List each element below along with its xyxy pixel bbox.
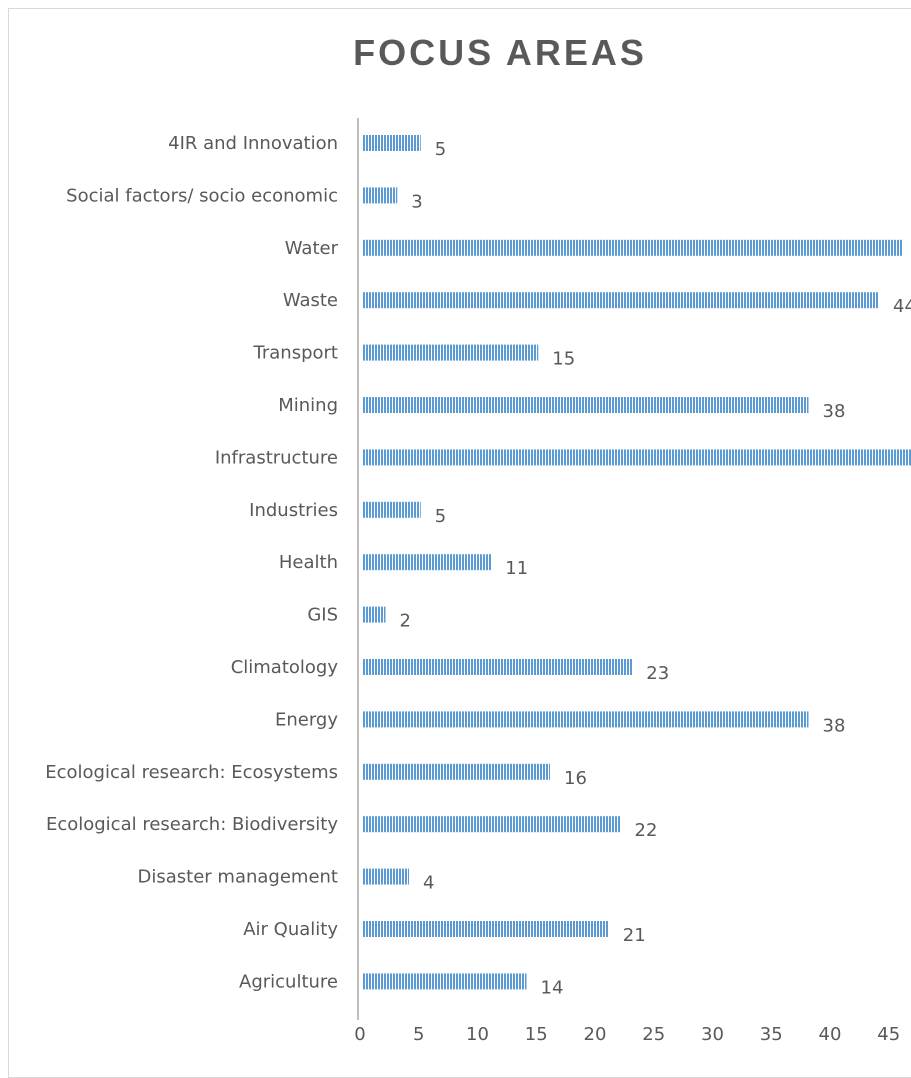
x-tick-label: 45 <box>877 1024 900 1045</box>
chart-frame <box>8 8 911 1078</box>
x-tick-label: 20 <box>584 1024 607 1045</box>
data-label: 2 <box>400 611 411 632</box>
bar <box>362 449 911 466</box>
bar <box>362 187 398 204</box>
category-label: Transport <box>253 343 338 364</box>
data-label: 4 <box>423 873 434 894</box>
category-label: Climatology <box>231 657 339 678</box>
data-label: 15 <box>552 349 575 370</box>
data-label: 3 <box>411 191 422 212</box>
category-label: 4IR and Innovation <box>168 133 338 154</box>
data-label: 44 <box>893 296 911 317</box>
bar <box>362 292 879 309</box>
category-label: Industries <box>249 500 338 521</box>
data-label: 21 <box>623 925 646 946</box>
bar <box>362 763 550 780</box>
x-tick-label: 10 <box>466 1024 489 1045</box>
category-label: Health <box>279 552 338 573</box>
data-label: 5 <box>435 506 446 527</box>
category-label: GIS <box>307 605 338 626</box>
category-label: Air Quality <box>243 919 338 940</box>
data-label: 23 <box>646 663 669 684</box>
bar <box>362 921 609 937</box>
data-label: 38 <box>823 715 846 736</box>
bar <box>362 816 621 833</box>
data-label: 16 <box>564 768 587 789</box>
x-tick-label: 30 <box>701 1024 724 1045</box>
category-label: Energy <box>275 709 338 730</box>
x-tick-label: 0 <box>354 1024 365 1045</box>
bar <box>362 344 539 361</box>
bar <box>362 135 421 151</box>
category-label: Ecological research: Biodiversity <box>46 814 338 835</box>
bar <box>362 397 809 413</box>
category-label: Mining <box>278 395 338 416</box>
category-label: Disaster management <box>138 867 338 888</box>
x-tick-label: 5 <box>413 1024 424 1045</box>
bar <box>362 554 492 571</box>
data-label: 14 <box>541 977 564 998</box>
bar <box>362 606 386 623</box>
bar <box>362 501 421 518</box>
bar <box>362 239 903 256</box>
bar <box>362 711 809 728</box>
category-label: Social factors/ socio economic <box>66 185 338 206</box>
x-tick-label: 25 <box>642 1024 665 1045</box>
category-label: Waste <box>283 290 338 311</box>
data-label: 5 <box>435 139 446 160</box>
data-label: 38 <box>823 401 846 422</box>
category-label: Agriculture <box>239 971 338 992</box>
bar <box>362 659 633 675</box>
data-label: 11 <box>505 558 528 579</box>
bar <box>362 973 527 990</box>
x-tick-label: 35 <box>760 1024 783 1045</box>
category-label: Ecological research: Ecosystems <box>45 762 338 783</box>
chart-title: FOCUS AREAS <box>353 32 647 73</box>
bar <box>362 868 409 885</box>
category-label: Infrastructure <box>215 447 338 468</box>
x-tick-label: 40 <box>819 1024 842 1045</box>
category-label: Water <box>285 238 339 259</box>
x-tick-label: 15 <box>525 1024 548 1045</box>
data-label: 22 <box>635 820 658 841</box>
